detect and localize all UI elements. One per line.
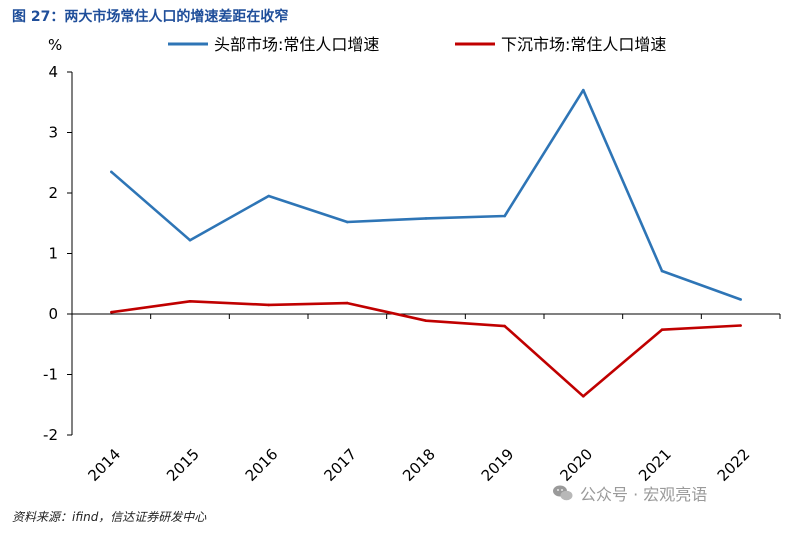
data-point <box>660 269 664 273</box>
legend-label: 下沉市场:常住人口增速 <box>501 35 666 54</box>
y-tick-label: 3 <box>48 124 58 142</box>
data-point <box>110 310 113 314</box>
legend-label: 头部市场:常住人口增速 <box>214 35 379 54</box>
data-point <box>346 220 349 224</box>
x-tick-label: 2018 <box>399 445 439 485</box>
data-point <box>267 303 270 307</box>
y-tick-label: 1 <box>48 245 58 263</box>
data-point <box>660 328 664 332</box>
data-point <box>110 170 113 174</box>
series-lines <box>110 88 742 398</box>
wechat-icon <box>553 485 573 501</box>
data-point <box>346 301 349 305</box>
x-tick-label: 2020 <box>556 445 596 485</box>
y-axis-label: % <box>48 36 62 54</box>
source-note: 资料来源：ifind，信达证券研发中心 <box>12 510 207 524</box>
legend: 头部市场:常住人口增速 下沉市场:常住人口增速 <box>168 35 666 54</box>
data-point <box>424 319 428 322</box>
data-point <box>188 299 192 303</box>
x-tick-label: 2021 <box>635 445 675 485</box>
data-point <box>739 324 742 327</box>
y-tick-label: 0 <box>48 305 58 323</box>
data-point <box>739 298 742 301</box>
x-tick-label: 2022 <box>714 445 754 485</box>
x-tick-label: 2015 <box>163 445 203 485</box>
x-tick-label: 2017 <box>320 445 360 485</box>
figure-title: 图 27：两大市场常住人口的增速差距在收窄 <box>12 9 289 25</box>
watermark-text: 公众号 · 宏观亮语 <box>580 485 708 504</box>
y-tick-label: -1 <box>43 366 58 384</box>
watermark: 公众号 · 宏观亮语 <box>552 481 707 505</box>
x-tick-label: 2016 <box>242 445 282 485</box>
y-tick-label: 2 <box>48 184 58 202</box>
data-point <box>424 217 428 220</box>
data-point <box>582 88 585 92</box>
x-tick-label: 2019 <box>478 445 518 485</box>
data-point <box>503 214 506 218</box>
series-line-1 <box>110 88 742 301</box>
y-tick-label: 4 <box>48 63 58 81</box>
data-point <box>582 394 585 398</box>
data-point <box>267 194 270 198</box>
series-line-2 <box>111 299 741 398</box>
data-point <box>503 324 506 328</box>
data-point <box>188 238 192 242</box>
y-tick-label: -2 <box>43 426 58 444</box>
x-tick-label: 2014 <box>84 445 124 485</box>
